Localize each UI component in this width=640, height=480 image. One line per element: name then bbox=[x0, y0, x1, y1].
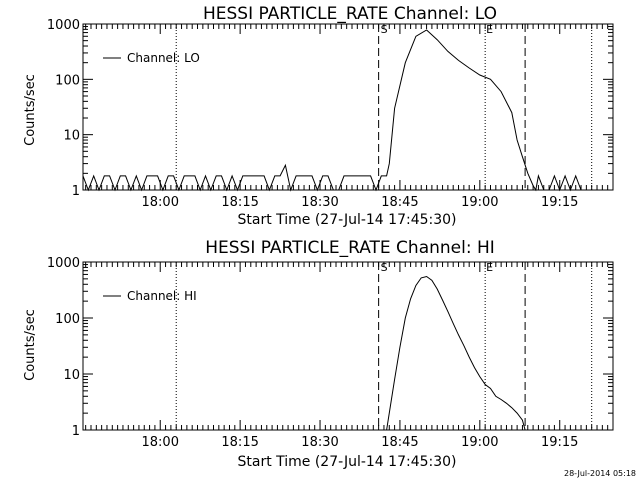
x-tick-label: 19:00 bbox=[461, 195, 498, 210]
y-tick-label: 1 bbox=[72, 184, 80, 199]
plot-area: 1 10 100 1000 18:00 18:15 18:30 18:45 19:00 19:15… bbox=[47, 18, 614, 210]
y-tick-label: 1000 bbox=[47, 256, 80, 271]
x-tick-label: 18:00 bbox=[142, 435, 179, 450]
plot-area: 1 10 100 1000 18:00 18:15 18:30 18:45 19:00 19:15… bbox=[47, 256, 614, 450]
x-tick-label: 19:15 bbox=[541, 435, 578, 450]
plot-frame bbox=[82, 23, 614, 191]
x-tick-label: 18:45 bbox=[381, 195, 418, 210]
panel-hi: HESSI PARTICLE_RATE Channel: HI Counts/s… bbox=[23, 238, 614, 470]
chart-title: HESSI PARTICLE_RATE Channel: LO bbox=[203, 4, 497, 24]
y-axis-label: Counts/sec bbox=[23, 74, 38, 146]
x-tick-label: 18:30 bbox=[301, 195, 338, 210]
start-marker-label: S bbox=[381, 261, 388, 274]
plot-frame bbox=[82, 261, 614, 431]
x-axis-label: Start Time (27-Jul-14 17:45:30) bbox=[237, 212, 456, 228]
x-tick-label: 19:00 bbox=[461, 435, 498, 450]
x-tick-label: 19:15 bbox=[541, 195, 578, 210]
x-tick-label: 18:30 bbox=[301, 435, 338, 450]
x-tick-label: 18:00 bbox=[142, 195, 179, 210]
series-line bbox=[386, 275, 526, 431]
x-tick-label: 18:45 bbox=[381, 435, 418, 450]
legend-label: Channel: HI bbox=[127, 289, 197, 303]
y-tick-label: 1000 bbox=[47, 18, 80, 33]
x-tick-label: 18:15 bbox=[221, 435, 258, 450]
y-tick-label: 100 bbox=[55, 312, 80, 327]
y-tick-label: 100 bbox=[55, 73, 80, 88]
end-marker-label: E bbox=[486, 261, 493, 274]
panel-lo: HESSI PARTICLE_RATE Channel: LO Counts/s… bbox=[23, 4, 614, 228]
end-marker-label: E bbox=[486, 23, 493, 36]
y-tick-label: 1 bbox=[72, 424, 80, 439]
y-tick-label: 10 bbox=[63, 368, 80, 383]
start-marker-label: S bbox=[381, 23, 388, 36]
x-tick-label: 18:15 bbox=[221, 195, 258, 210]
y-axis-label: Counts/sec bbox=[23, 309, 38, 381]
x-axis-label: Start Time (27-Jul-14 17:45:30) bbox=[237, 454, 456, 470]
chart-title: HESSI PARTICLE_RATE Channel: HI bbox=[205, 238, 495, 258]
legend-label: Channel: LO bbox=[127, 51, 200, 65]
series-line bbox=[82, 29, 592, 192]
y-tick-label: 10 bbox=[63, 129, 80, 144]
generation-timestamp: 28-Jul-2014 05:18 bbox=[564, 469, 636, 478]
